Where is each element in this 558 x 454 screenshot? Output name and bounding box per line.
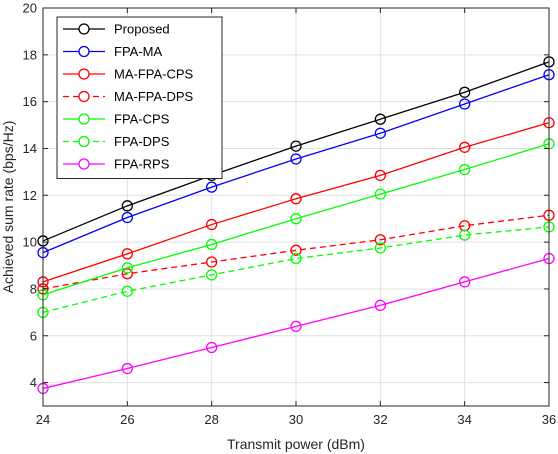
x-tick-label: 30 — [289, 412, 303, 427]
legend-label: FPA-RPS — [114, 157, 170, 172]
x-tick-label: 26 — [120, 412, 134, 427]
data-point — [206, 181, 218, 193]
legend-item: FPA-DPS — [63, 134, 170, 149]
data-point — [121, 262, 133, 274]
legend-item: MA-FPA-DPS — [63, 89, 194, 104]
x-tick-label: 34 — [457, 412, 471, 427]
y-tick-label: 18 — [23, 47, 37, 62]
data-point — [374, 299, 386, 311]
legend-label: FPA-DPS — [114, 134, 170, 149]
data-point — [121, 200, 133, 212]
data-point — [290, 244, 302, 256]
data-point — [374, 127, 386, 139]
legend-marker — [78, 113, 90, 125]
data-point — [290, 140, 302, 152]
grid-lines — [42, 7, 550, 406]
data-point — [374, 169, 386, 182]
data-point — [206, 341, 218, 354]
y-tick-label: 14 — [23, 141, 37, 156]
data-point — [121, 268, 133, 280]
data-point — [374, 188, 386, 200]
legend-label: MA-FPA-DPS — [114, 89, 194, 104]
x-axis-label: Transmit power (dBm) — [227, 436, 365, 452]
legend-label: Proposed — [114, 22, 170, 37]
data-point — [290, 213, 302, 225]
data-point — [206, 269, 218, 281]
data-point — [121, 362, 133, 375]
data-point — [121, 285, 133, 297]
data-point — [374, 113, 386, 125]
x-tick-label: 36 — [542, 412, 556, 427]
data-point — [121, 248, 133, 260]
y-tick-label: 16 — [23, 94, 37, 109]
legend-item: FPA-CPS — [63, 112, 170, 127]
series-line — [42, 61, 550, 242]
data-point — [206, 256, 218, 268]
x-tick-label: 24 — [36, 412, 50, 427]
legend: Proposed FPA-MA MA-FPA-CPS MA-FPA-DPS FPA-CP… — [56, 16, 223, 179]
y-axis-label: Achieved sum rate (bps/Hz) — [0, 121, 16, 294]
y-axis-ticks: 4 6 8 10 12 14 16 18 20 — [23, 1, 549, 390]
y-tick-label: 6 — [30, 328, 37, 343]
legend-marker — [78, 45, 90, 58]
data-point — [121, 211, 133, 224]
data-point — [290, 320, 302, 333]
legend-item: FPA-RPS — [63, 157, 170, 172]
legend-marker — [78, 68, 90, 80]
data-point — [374, 234, 386, 246]
data-point — [290, 252, 302, 265]
x-tick-label: 32 — [373, 412, 387, 427]
data-point — [459, 163, 471, 176]
legend-marker — [78, 135, 90, 148]
data-point — [459, 229, 471, 241]
series-line — [42, 74, 550, 254]
data-point — [206, 238, 218, 251]
data-point — [206, 218, 218, 231]
y-tick-label: 10 — [23, 235, 37, 250]
data-point — [459, 98, 471, 110]
x-axis-ticks: 24 26 28 30 32 34 36 — [36, 8, 556, 427]
legend-label: FPA-MA — [114, 44, 162, 59]
legend-item: FPA-MA — [63, 44, 162, 59]
legend-marker — [78, 90, 90, 103]
legend-label: FPA-CPS — [114, 112, 170, 127]
series-line — [42, 257, 550, 390]
data-point — [459, 141, 471, 153]
series-line — [42, 214, 550, 290]
data-point — [374, 242, 386, 254]
data-point — [290, 193, 302, 205]
data-point — [290, 153, 302, 165]
x-tick-label: 28 — [204, 412, 218, 427]
legend-item: MA-FPA-CPS — [63, 67, 194, 82]
data-point — [459, 276, 471, 288]
series-line — [42, 143, 550, 296]
data-point — [459, 86, 471, 98]
series-fpa-rps — [37, 252, 555, 395]
legend-marker — [78, 23, 90, 35]
series-layer — [37, 56, 555, 395]
series-fpa-cps — [37, 138, 555, 301]
legend-label: MA-FPA-CPS — [114, 67, 194, 82]
y-tick-label: 20 — [23, 1, 37, 16]
y-tick-label: 4 — [30, 375, 37, 390]
y-tick-label: 8 — [30, 281, 37, 296]
legend-item: Proposed — [63, 22, 170, 37]
series-line — [42, 122, 550, 283]
legend-marker — [78, 158, 90, 170]
y-tick-label: 12 — [23, 188, 37, 203]
